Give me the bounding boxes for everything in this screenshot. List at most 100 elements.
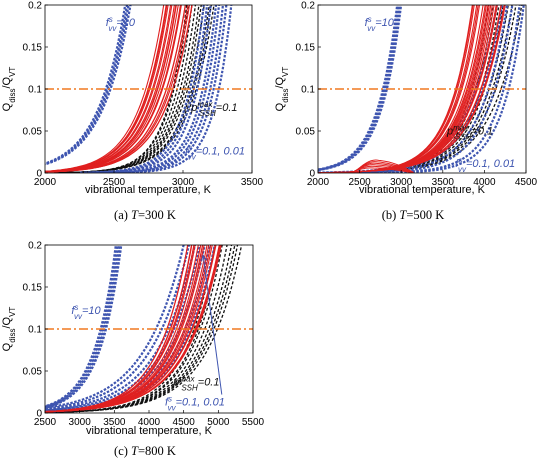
y-tick-label: 0.2	[301, 1, 315, 12]
red-bump-curve	[354, 159, 414, 173]
caption-a: (a) T=300 K	[114, 208, 176, 222]
x-axis-label: vibrational temperature, K	[359, 184, 486, 196]
x-tick-label: 5500	[242, 417, 265, 428]
x-tick-label: 2000	[307, 177, 330, 188]
red-curve	[45, 5, 193, 173]
y-tick-label: 0.15	[23, 283, 43, 294]
annotation-layer: fs vv=10 pmax SSH=0.1 fs vv=0.1, 0.01	[71, 253, 225, 412]
y-tick-label: 0.15	[23, 43, 43, 54]
y-tick-label: 0	[36, 409, 42, 420]
blue-dashed-curve	[318, 5, 401, 172]
x-tick-label: 4000	[138, 417, 161, 428]
blue-dashed-curve	[318, 5, 403, 172]
chart-panel-c: fs vv=10 pmax SSH=0.1 fs vv=0.1, 0.01 2500 300…	[1, 241, 265, 459]
y-tick-label: 0.05	[23, 367, 43, 378]
x-axis-ticks: 2000 2500 3000 3500	[34, 170, 264, 188]
red-curve	[321, 5, 479, 173]
arrow-head	[201, 253, 207, 262]
x-axis-ticks: 2000 2500 3000 3500 4000 4500	[307, 170, 538, 188]
black-dashed-curve	[57, 5, 202, 173]
blue-dashed-curve	[112, 5, 228, 173]
annotation-label: fs vv=0.1, 0.01	[185, 143, 245, 161]
black-dashed-curve	[336, 5, 513, 173]
blue-dashed-curve	[45, 245, 121, 409]
blue-dashed-curve	[388, 5, 525, 173]
blue-dashed-curve	[340, 5, 509, 173]
annotation-layer: fs vv=10 pmax SSH=0.1 fs vv=0.1, 0.01	[365, 15, 516, 174]
blue-dashed-curve	[84, 5, 209, 173]
x-tick-label: 3500	[103, 417, 126, 428]
series-layer	[45, 245, 243, 413]
y-axis-ticks: 0 0.05 0.1 0.15 0.2	[23, 241, 48, 420]
annotation-label: fs vv=10	[106, 15, 136, 33]
caption-c: (c) T=800 K	[114, 444, 176, 458]
annotation-label: fs vv=0.1, 0.01	[165, 394, 225, 412]
blue-dashed-curve	[45, 5, 127, 165]
chart-panel-b: fs vv=10 pmax SSH=0.1 fs vv=0.1, 0.01 2000 250…	[274, 1, 538, 223]
y-axis-label: Qdiss/QVT	[1, 67, 17, 112]
red-curve	[321, 5, 484, 173]
blue-dashed-curve	[45, 245, 123, 409]
blue-dashed-curve	[79, 5, 205, 173]
annotation-layer: fs vv=10 pmax SSH=0.1 fs vv=0.1, 0.01	[106, 15, 245, 162]
series-layer	[318, 5, 525, 173]
red-curve	[318, 5, 506, 173]
annotation-label: fs vv=0.1, 0.01	[455, 156, 515, 174]
y-axis-ticks: 0 0.05 0.1 0.15 0.2	[23, 1, 48, 180]
x-tick-label: 3000	[390, 177, 413, 188]
annotation-label: pmax SSH=0.1	[446, 123, 493, 141]
y-tick-label: 0	[309, 169, 315, 180]
blue-dashed-curve	[45, 245, 191, 410]
blue-dashed-curve	[45, 5, 132, 166]
y-tick-label: 0.05	[23, 127, 43, 138]
y-tick-label: 0.1	[28, 325, 42, 336]
x-axis-ticks: 2500 3000 3500 4000 4500 5000 5500	[34, 410, 265, 428]
red-curve	[45, 245, 222, 413]
red-bump-curve	[351, 167, 412, 173]
blue-dashed-curve	[97, 5, 218, 173]
x-tick-label: 4500	[515, 177, 538, 188]
black-dashed-curve	[45, 245, 243, 413]
red-curve	[45, 5, 182, 173]
x-tick-label: 2500	[34, 417, 57, 428]
annotation-label: pmax SSH=0.1	[172, 374, 219, 392]
y-axis-ticks: 0 0.05 0.1 0.15 0.2	[296, 1, 321, 180]
annotation-label: fs vv=10	[71, 302, 101, 320]
caption-b: (b) T=500 K	[382, 208, 445, 222]
y-tick-label: 0.2	[28, 1, 42, 12]
blue-dashed-curve	[45, 245, 197, 411]
black-dashed-curve	[45, 245, 223, 413]
x-tick-label: 4000	[473, 177, 496, 188]
y-tick-label: 0.1	[301, 85, 315, 96]
x-tick-label: 3500	[241, 177, 264, 188]
x-tick-label: 3000	[69, 417, 92, 428]
x-tick-label: 3500	[432, 177, 455, 188]
annotation-arrow	[202, 255, 223, 395]
x-tick-label: 2500	[348, 177, 371, 188]
y-tick-label: 0.15	[296, 43, 316, 54]
x-tick-label: 2000	[34, 177, 57, 188]
y-tick-label: 0.05	[296, 127, 316, 138]
y-tick-label: 0	[36, 169, 42, 180]
x-axis-label: vibrational temperature, K	[86, 425, 213, 437]
x-tick-label: 3000	[172, 177, 195, 188]
x-tick-label: 4500	[173, 417, 196, 428]
x-tick-label: 5000	[207, 417, 230, 428]
chart-panel-a: fs vv=10 pmax SSH=0.1 fs vv=0.1, 0.01 2000 250…	[1, 1, 264, 223]
annotation-label: pmax SSH=0.1	[190, 99, 237, 117]
red-curve	[320, 5, 490, 173]
blue-dashed-curve	[107, 5, 225, 173]
red-curve	[320, 5, 489, 173]
y-tick-label: 0.1	[28, 85, 42, 96]
blue-dashed-curve	[45, 245, 117, 408]
blue-dashed-curve	[119, 5, 233, 173]
y-axis-label: Qdiss/QVT	[274, 67, 290, 112]
y-tick-label: 0.2	[28, 241, 42, 252]
blue-dashed-curve	[45, 245, 185, 409]
x-tick-label: 2500	[103, 177, 126, 188]
annotation-label: fs vv=10	[365, 15, 395, 33]
x-axis-label: vibrational temperature, K	[85, 184, 212, 196]
y-axis-label: Qdiss/QVT	[1, 307, 17, 352]
series-layer	[45, 5, 233, 173]
